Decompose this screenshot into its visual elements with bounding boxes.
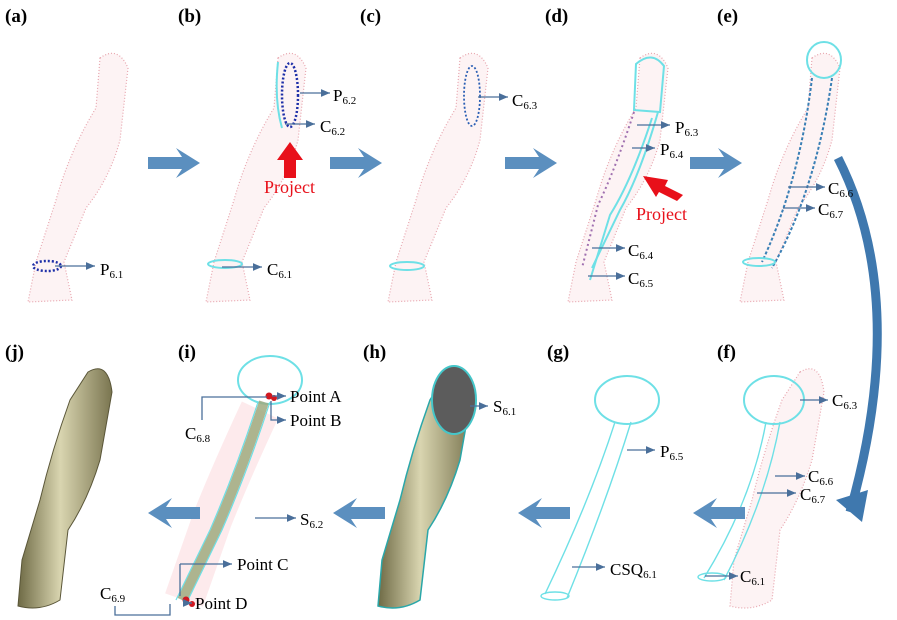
annotation-subscript: 6.7	[829, 209, 843, 221]
annotation-text: Point C	[237, 555, 289, 574]
annotation: P6.2	[333, 86, 356, 107]
panel-label: (d)	[545, 6, 568, 27]
annotation-subscript: 6.1	[502, 406, 516, 418]
annotation-subscript: 6.3	[843, 400, 857, 412]
annotation: Point D	[195, 594, 247, 613]
panel-label: (i)	[178, 342, 196, 363]
annotation-text: P	[660, 140, 669, 159]
annotation-subscript: 6.4	[639, 250, 653, 262]
annotation-subscript: 6.2	[342, 95, 356, 107]
annotation-text: C	[740, 567, 751, 586]
annotation-subscript: 6.4	[669, 149, 683, 161]
annotation-subscript: 6.2	[331, 126, 345, 138]
annotation-text: P	[100, 260, 109, 279]
panel-label: (j)	[5, 342, 24, 363]
annotation: S6.1	[493, 397, 516, 418]
annotation: C6.3	[832, 391, 858, 412]
annotation-text: C	[628, 241, 639, 260]
annotation-subscript: 6.7	[811, 494, 825, 506]
annotation: Point C	[237, 555, 289, 574]
annotation-text: P	[660, 442, 669, 461]
annotation-text: C	[185, 424, 196, 443]
annotation-subscript: 6.5	[669, 451, 683, 463]
annotation-text: C	[818, 200, 829, 219]
annotation-text: P	[675, 118, 684, 137]
annotation-subscript: 6.1	[278, 269, 292, 281]
panel-label: (a)	[5, 6, 27, 27]
annotation: C6.9	[100, 584, 126, 605]
annotation: P6.4	[660, 140, 684, 161]
panel-label: (h)	[363, 342, 386, 363]
annotation-text: Point A	[290, 387, 342, 406]
panel-label: (f)	[717, 342, 736, 363]
annotation-text: C	[267, 260, 278, 279]
annotation: Project	[264, 177, 315, 197]
annotation: C6.6	[808, 467, 834, 488]
panel-label: (g)	[547, 342, 569, 363]
annotation-subscript: 6.9	[111, 593, 125, 605]
annotation-subscript: 6.8	[196, 433, 210, 445]
annotation-text: C	[832, 391, 843, 410]
arm-h	[378, 366, 476, 608]
annotation-text: C	[828, 179, 839, 198]
annotation-subscript: 6.1	[751, 576, 765, 588]
arm-c	[388, 53, 488, 302]
annotation: C6.7	[800, 485, 826, 506]
annotation: Point B	[290, 411, 342, 430]
annotation: CSQ6.1	[610, 560, 657, 581]
annotation-text: C	[808, 467, 819, 486]
annotation-subscript: 6.3	[684, 127, 698, 139]
annotation: Point A	[290, 387, 342, 406]
panel-label: (b)	[178, 6, 201, 27]
annotation: P6.3	[675, 118, 699, 139]
panel-label: (c)	[360, 6, 381, 27]
annotation-subscript: 6.1	[643, 569, 657, 581]
annotation-subscript: 6.1	[109, 269, 123, 281]
annotation-subscript: 6.3	[523, 100, 537, 112]
annotation-text: CSQ	[610, 560, 643, 579]
figure: (a)P6.1(b)P6.2C6.2ProjectC6.1(c)C6.3(d)P…	[0, 0, 897, 620]
annotation: C6.5	[628, 269, 654, 290]
annotation-text: S	[493, 397, 502, 416]
annotation: P6.5	[660, 442, 684, 463]
annotation-subscript: 6.2	[309, 519, 323, 531]
annotation: Project	[636, 204, 687, 224]
annotation: P6.1	[100, 260, 123, 281]
annotation-text: Project	[264, 177, 315, 197]
annotation: C6.2	[320, 117, 345, 138]
arm-a	[28, 53, 128, 302]
arm-e	[740, 42, 841, 302]
arm-j	[18, 369, 112, 608]
annotation: S6.2	[300, 510, 323, 531]
annotation: C6.3	[512, 91, 538, 112]
annotation-text: C	[800, 485, 811, 504]
annotation-text: S	[300, 510, 309, 529]
annotation: C6.1	[267, 260, 292, 281]
annotation-text: Point D	[195, 594, 247, 613]
annotation-text: Point B	[290, 411, 342, 430]
annotation-subscript: 6.6	[819, 476, 833, 488]
annotation: C6.8	[185, 424, 211, 445]
annotation-text: C	[628, 269, 639, 288]
panel-label: (e)	[717, 6, 738, 27]
annotation-text: P	[333, 86, 342, 105]
annotation: C6.7	[818, 200, 844, 221]
annotation-text: Project	[636, 204, 687, 224]
annotation-subscript: 6.6	[839, 188, 853, 200]
annotation-subscript: 6.5	[639, 278, 653, 290]
annotation-text: C	[100, 584, 111, 603]
annotation-text: C	[512, 91, 523, 110]
annotation-text: C	[320, 117, 331, 136]
annotation: C6.4	[628, 241, 654, 262]
